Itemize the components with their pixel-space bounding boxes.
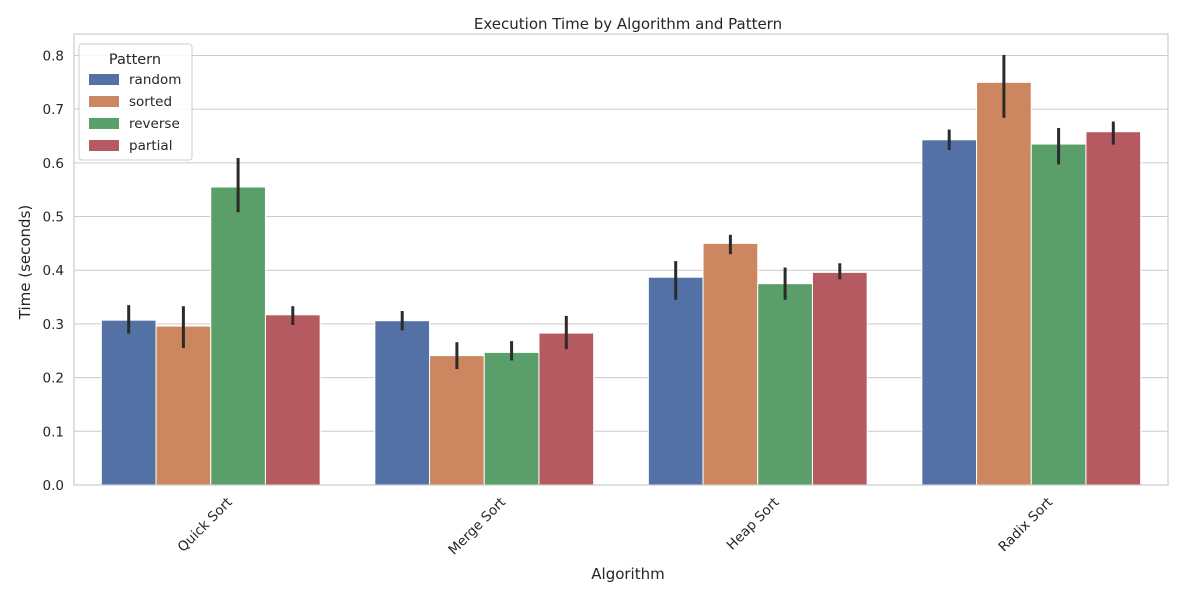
legend-swatch-sorted: [89, 96, 119, 107]
bar-sorted: [155, 325, 212, 486]
y-tick-label: 0.5: [43, 210, 64, 226]
y-tick-label: 0.6: [43, 156, 64, 172]
x-tick-label: Radix Sort: [996, 495, 1057, 556]
legend-label-sorted: sorted: [129, 94, 172, 110]
error-bars: [127, 54, 1115, 370]
legend-swatch-reverse: [89, 118, 119, 129]
bar-partial: [264, 314, 321, 486]
bar-partial: [538, 332, 595, 486]
x-tick-label: Heap Sort: [724, 495, 783, 554]
bar-sorted: [702, 242, 759, 486]
legend-swatch-random: [89, 74, 119, 85]
legend-items: random sorted reverse partial: [89, 72, 181, 154]
bar-random: [647, 276, 704, 486]
bar-partial: [811, 271, 868, 486]
bar-sorted: [429, 355, 485, 486]
legend-label-partial: partial: [129, 138, 172, 154]
x-tick-label: Merge Sort: [445, 495, 509, 559]
bar-random: [374, 320, 431, 486]
chart-title: Execution Time by Algorithm and Pattern: [474, 15, 782, 33]
bar-reverse: [210, 186, 266, 486]
legend-label-reverse: reverse: [129, 116, 180, 132]
y-axis-ticks: 0.0 0.1 0.2 0.3 0.4 0.5 0.6 0.7 0.8: [43, 48, 64, 494]
bar-reverse: [1030, 143, 1087, 486]
plot-frame: [73, 33, 1169, 486]
legend-title: Pattern: [109, 52, 161, 68]
legend-swatch-partial: [89, 140, 119, 151]
bar-random: [100, 319, 157, 486]
legend-box: [78, 43, 193, 161]
bar-partial: [1085, 131, 1142, 486]
bar-reverse: [757, 283, 813, 486]
bar-reverse: [483, 351, 540, 486]
legend: Pattern random sorted reverse partial: [78, 43, 193, 161]
x-tick-label: Quick Sort: [175, 495, 236, 556]
y-axis-label: Time (seconds): [16, 205, 34, 321]
y-tick-label: 0.7: [43, 102, 64, 118]
y-tick-label: 0.3: [43, 317, 64, 333]
x-axis-ticks: Quick Sort Merge Sort Heap Sort Radix Sort: [175, 495, 1056, 559]
y-tick-label: 0.2: [43, 371, 64, 387]
bars: [100, 81, 1142, 486]
y-tick-label: 0.8: [43, 48, 64, 64]
y-tick-label: 0.0: [43, 478, 64, 494]
bar-random: [921, 139, 978, 486]
y-tick-label: 0.4: [43, 263, 64, 279]
x-axis-label: Algorithm: [591, 565, 664, 583]
bar-sorted: [976, 81, 1032, 486]
legend-label-random: random: [129, 72, 181, 88]
y-tick-label: 0.1: [43, 424, 64, 440]
